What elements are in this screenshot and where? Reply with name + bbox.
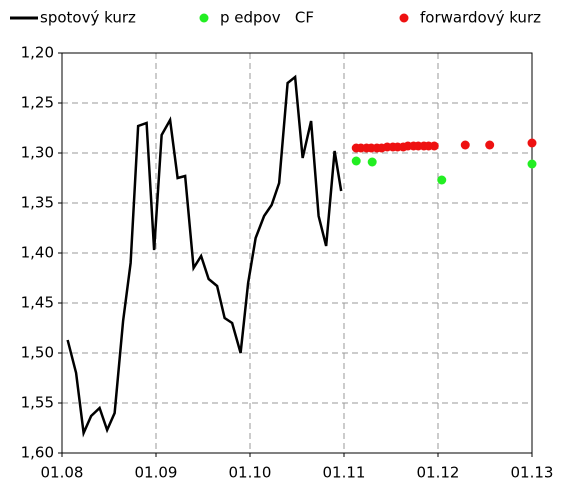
y-tick-label: 1,20 [21,44,54,62]
legend-label: spotový kurz [40,9,136,27]
y-tick-label: 1,50 [21,344,54,362]
point [367,157,377,167]
legend-swatch [399,13,409,23]
x-tick-label: 01.12 [417,464,460,482]
plot-frame [61,52,533,454]
y-tick-label: 1,55 [21,394,54,412]
x-tick-label: 01.13 [511,464,554,482]
point [527,159,537,169]
legend-label: p edpov CF [220,9,314,27]
point [437,175,447,185]
x-tick-label: 01.08 [41,464,84,482]
x-tick-label: 01.10 [229,464,272,482]
point [527,138,537,148]
legend-swatch [199,13,209,23]
point [485,140,495,150]
point [429,141,439,151]
legend-label: forwardový kurz [420,9,541,27]
x-tick-label: 01.09 [135,464,178,482]
y-tick-label: 1,40 [21,244,54,262]
y-tick-label: 1,45 [21,294,54,312]
line [66,74,343,438]
y-tick-label: 1,60 [21,444,54,462]
y-tick-label: 1,35 [21,194,54,212]
y-tick-label: 1,25 [21,94,54,112]
y-tick-label: 1,30 [21,144,54,162]
point [351,156,361,166]
point [460,140,470,150]
x-tick-label: 01.11 [323,464,366,482]
